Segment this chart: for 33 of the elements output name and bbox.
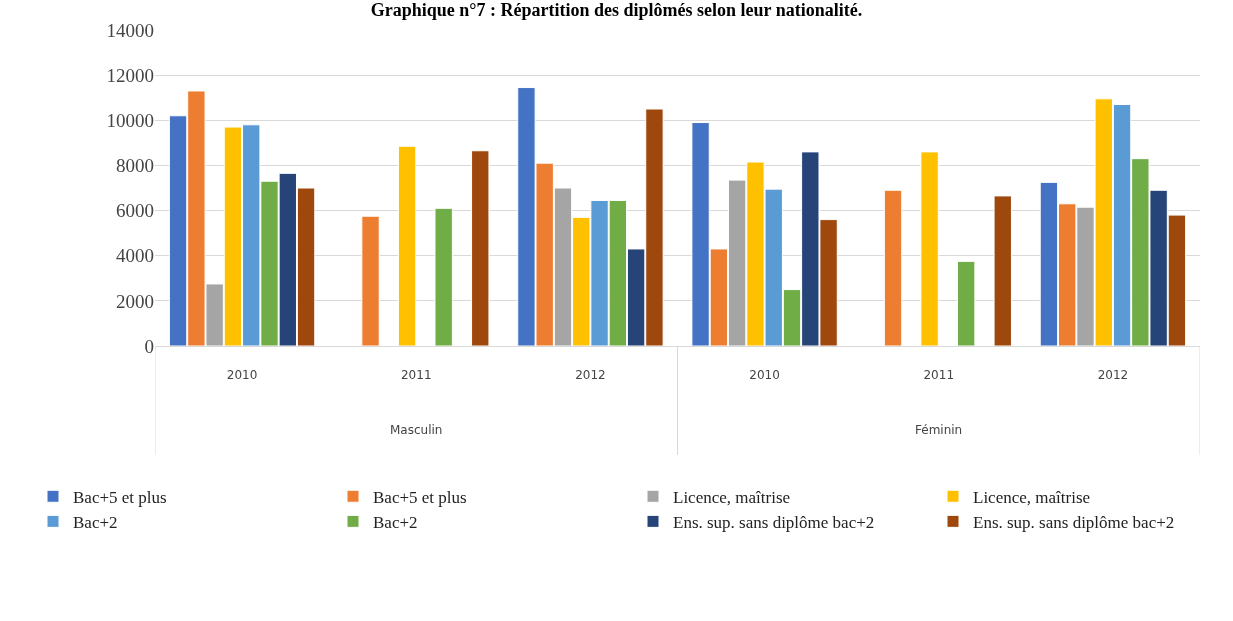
legend-label: Bac+2 [373,513,418,532]
bar [397,145,417,346]
legend-label: Bac+5 et plus [373,487,467,507]
y-tick-label: 8000 [116,155,154,177]
legend-label: Bac+5 et plus [73,487,167,507]
y-tick-label: 10000 [106,109,154,131]
y-tick-label: 12000 [106,64,154,86]
bar [434,207,453,346]
chart-title: Graphique n°7 : Répartition des diplômés selon leur nationalité. [370,0,863,20]
x-tick-label: 2012 [575,368,606,383]
x-tick-label: 2010 [226,368,258,383]
text: Masculin [390,423,443,437]
y-tick-label: 0 [144,335,154,357]
bar [361,215,380,346]
y-tick-label: 4000 [116,245,154,267]
y-tick-label: 14000 [106,19,154,41]
legend-label: Licence, maîtrise [973,487,1091,507]
y-tick-label: 2000 [116,290,154,312]
bar [920,151,939,346]
legend-label: Ens. sup. sans diplôme bac+2 [673,513,875,532]
x-tick-label: 2012 [1097,368,1129,383]
x-tick-label: 2011 [923,368,955,383]
bar [993,195,1012,346]
bar [956,260,976,346]
y-tick-label: 6000 [116,200,154,222]
legend-label: Bac+2 [73,513,118,532]
x-tick-label: 2011 [400,368,432,383]
legend-label: Licence, maîtrise [673,487,791,507]
legend-label: Ens. sup. sans diplôme bac+2 [973,513,1175,532]
x-tick-label: 2010 [749,368,780,383]
text: Féminin [915,423,963,437]
bar [883,189,903,346]
bar [471,150,490,346]
